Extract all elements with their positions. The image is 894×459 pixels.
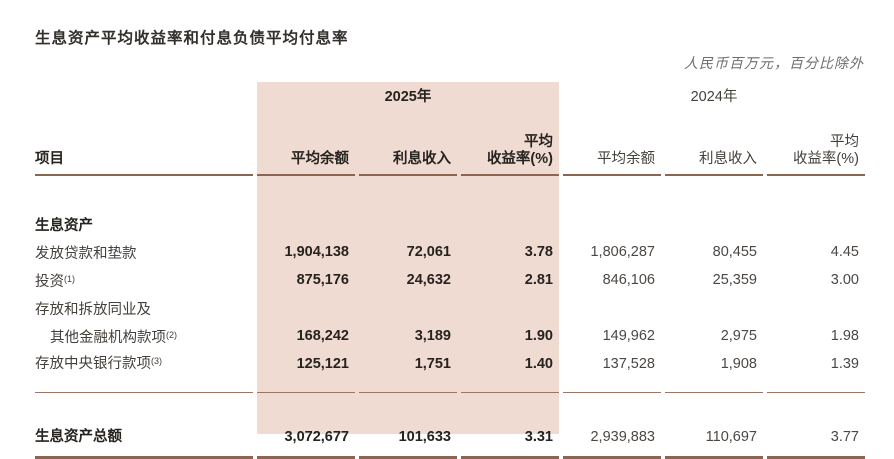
highlight-2025-band (257, 82, 559, 434)
yield-table: 2025年 2024年 项目 平均余额 利息收入 平均 收益率(%) 平均余额 利… (31, 82, 869, 459)
cell-2025-interest-income: 3,189 (414, 328, 451, 344)
cell-2024-yield: 3.00 (830, 272, 859, 288)
item-column-header: 项目 (35, 117, 253, 176)
year-header-row: 2025年 2024年 (35, 82, 865, 117)
row-label-text: 其他金融机构款项 (50, 329, 166, 346)
column-header-row: 项目 平均余额 利息收入 平均 收益率(%) 平均余额 利息收入 平均 收益率(%) (35, 117, 865, 176)
cell-2025-interest-income: 24,632 (406, 272, 451, 288)
row-label: 其他金融机构款项(2) (35, 322, 253, 350)
col-header-2025-yield-line2: 收益率(%) (486, 151, 553, 167)
cell-2025-yield: 3.31 (461, 393, 559, 459)
cell-2025-yield: 1.40 (461, 350, 559, 393)
row-label-text: 投资 (35, 273, 64, 290)
empty-cell (257, 210, 865, 238)
row-label: 存放和拆放同业及 (35, 301, 151, 318)
cell-2025-interest-income: 72,061 (406, 244, 451, 260)
cell-2024-avg-balance: 1,806,287 (590, 244, 655, 260)
cell-2025-interest-income: 1,751 (359, 350, 457, 393)
row-label: 生息资产 (35, 217, 93, 234)
table-row-wrap-line2: 其他金融机构款项(2) 168,242 3,189 1.90 149,962 2… (35, 322, 865, 350)
year-header-2024: 2024年 (690, 89, 738, 105)
cell-2025-avg-balance: 1,904,138 (284, 244, 349, 260)
cell-2024-yield: 3.77 (767, 393, 865, 459)
cell-2025-avg-balance: 875,176 (296, 272, 349, 288)
cell-2024-interest-income: 80,455 (712, 244, 757, 260)
cell-2024-avg-balance: 2,939,883 (563, 393, 661, 459)
col-header-2025-yield: 平均 收益率(%) (461, 117, 559, 176)
table-row: 发放贷款和垫款 1,904,138 72,061 3.78 1,806,287 … (35, 238, 865, 266)
row-label: 投资(1) (35, 266, 253, 294)
footnote-marker: (2) (166, 329, 177, 340)
cell-2024-yield: 4.45 (830, 244, 859, 260)
row-label: 发放贷款和垫款 (35, 245, 137, 262)
cell-2025-avg-balance: 168,242 (296, 328, 349, 344)
col-header-2024-interest-income: 利息收入 (665, 117, 763, 176)
empty-cell (257, 294, 865, 322)
col-header-2024-yield-line1: 平均 (830, 134, 859, 150)
cell-2024-avg-balance: 846,106 (602, 272, 655, 288)
col-header-2024-avg-balance: 平均余额 (563, 117, 661, 176)
section-header-row: 生息资产 (35, 210, 865, 238)
year-header-2025: 2025年 (384, 89, 432, 105)
col-header-2025-yield-line1: 平均 (524, 134, 553, 150)
col-header-2024-yield-line2: 收益率(%) (792, 151, 859, 167)
page-title: 生息资产平均收益率和付息负债平均付息率 (35, 30, 349, 47)
cell-2025-yield: 3.78 (524, 244, 553, 260)
spacer-row (35, 176, 865, 210)
row-label: 存放中央银行款项(3) (35, 350, 253, 393)
footnote-marker: (1) (64, 273, 75, 284)
empty-cell (35, 82, 253, 117)
cell-2024-interest-income: 2,975 (720, 328, 757, 344)
col-header-2025-interest-income: 利息收入 (359, 117, 457, 176)
cell-2024-avg-balance: 149,962 (602, 328, 655, 344)
cell-2024-interest-income: 110,697 (665, 393, 763, 459)
row-label-text: 存放中央银行款项 (35, 356, 151, 372)
cell-2024-yield: 1.98 (830, 328, 859, 344)
unit-note: 人民币百万元，百分比除外 (684, 55, 864, 71)
cell-2025-interest-income: 101,633 (359, 393, 457, 459)
footnote-marker: (3) (151, 356, 162, 366)
cell-2025-avg-balance: 125,121 (257, 350, 355, 393)
table-row: 存放中央银行款项(3) 125,121 1,751 1.40 137,528 1… (35, 350, 865, 393)
cell-2025-yield: 2.81 (524, 272, 553, 288)
row-label: 生息资产总额 (35, 393, 253, 459)
total-row: 生息资产总额 3,072,677 101,633 3.31 2,939,883 … (35, 393, 865, 459)
cell-2024-yield: 1.39 (767, 350, 865, 393)
cell-2025-yield: 1.90 (524, 328, 553, 344)
cell-2024-interest-income: 25,359 (712, 272, 757, 288)
cell-2024-interest-income: 1,908 (665, 350, 763, 393)
table-row: 投资(1) 875,176 24,632 2.81 846,106 25,359… (35, 266, 865, 294)
col-header-2025-avg-balance: 平均余额 (257, 117, 355, 176)
table-row-wrap-line1: 存放和拆放同业及 (35, 294, 865, 322)
col-header-2024-yield: 平均 收益率(%) (767, 117, 865, 176)
cell-2025-avg-balance: 3,072,677 (257, 393, 355, 459)
cell-2024-avg-balance: 137,528 (563, 350, 661, 393)
